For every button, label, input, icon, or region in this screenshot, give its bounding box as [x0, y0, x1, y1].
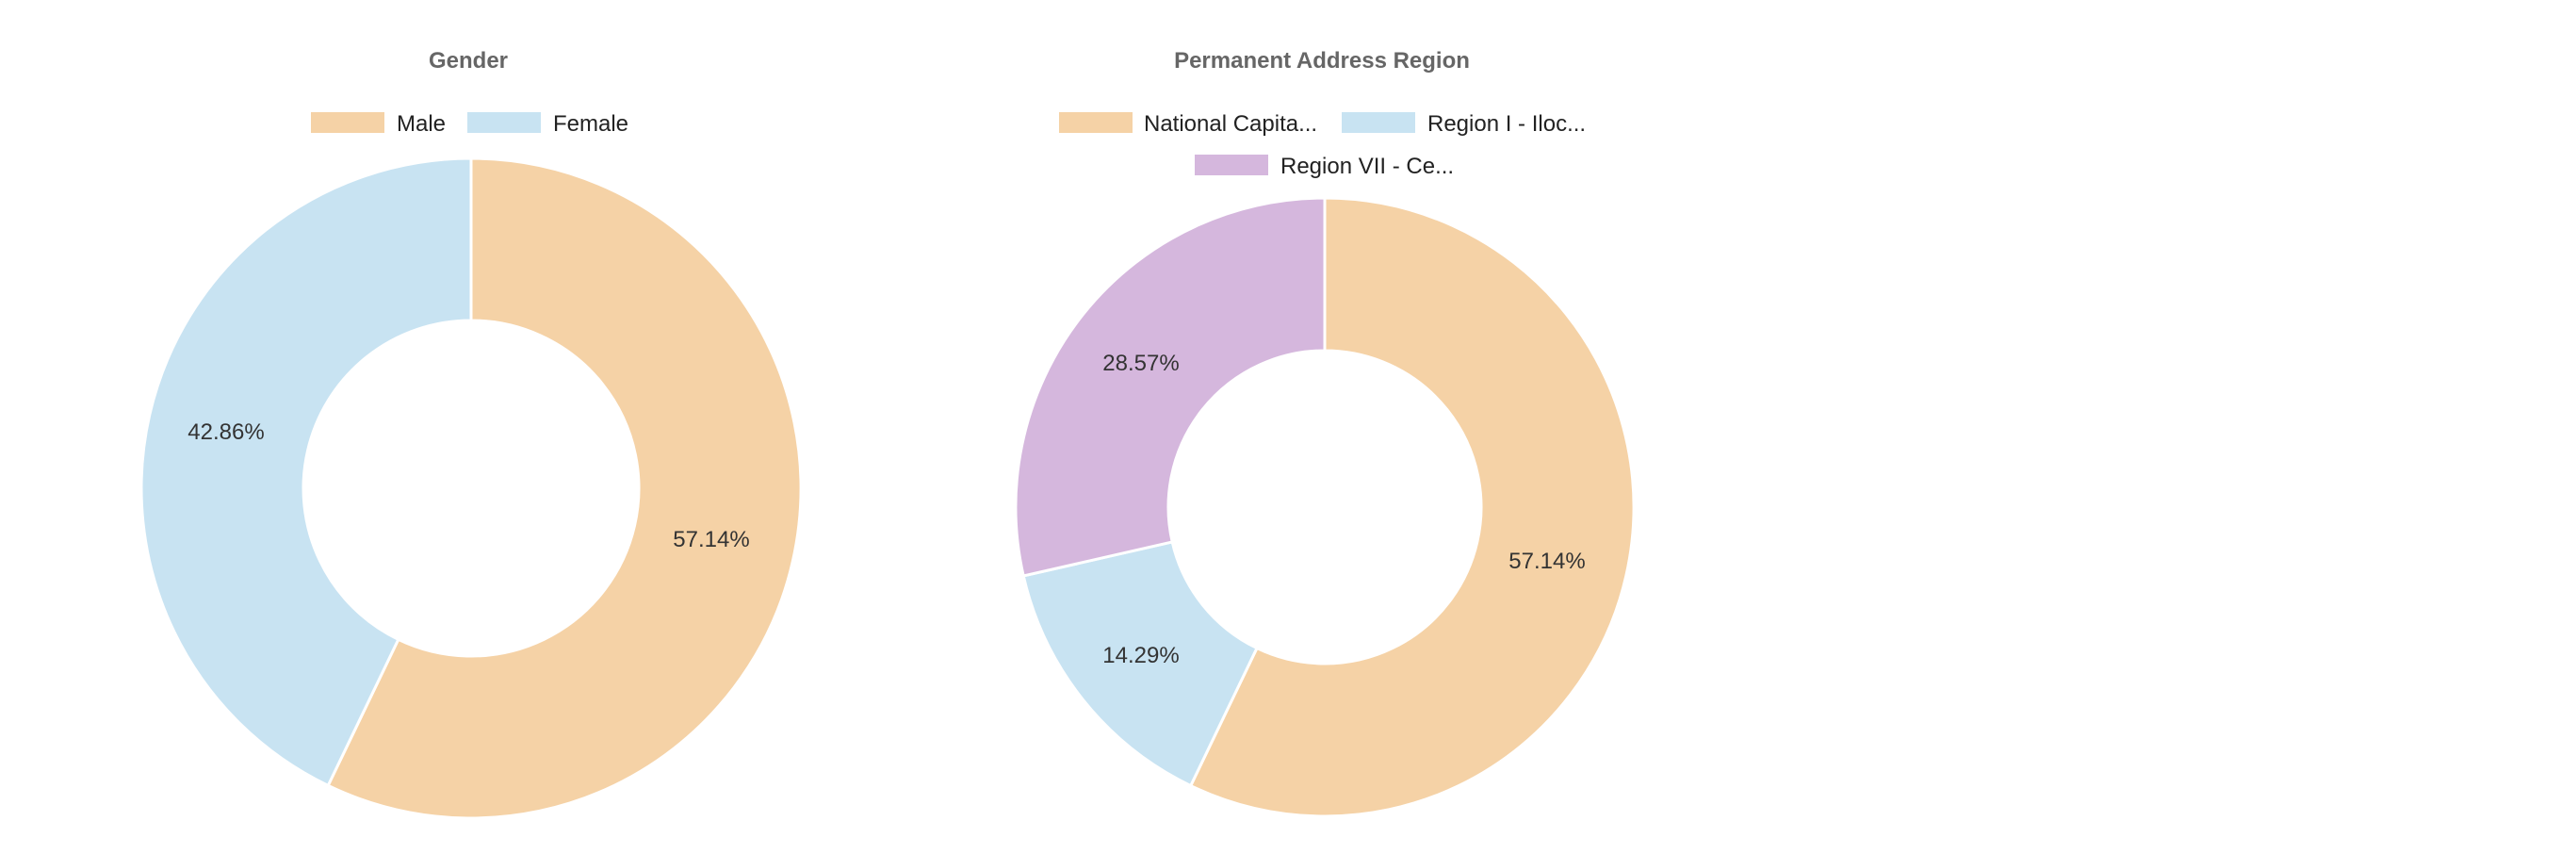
- slice-national-capita[interactable]: [1188, 196, 1636, 818]
- slice-region-i-iloc[interactable]: [1021, 540, 1260, 788]
- legend-swatch-region-i: [1342, 112, 1415, 133]
- slice-label-region-i: 14.29%: [1102, 643, 1179, 668]
- legend-swatch-national-capital: [1059, 112, 1133, 133]
- legend-item-region-i[interactable]: Region I - Iloc...: [1342, 111, 1586, 137]
- legend-swatch-male: [311, 112, 384, 133]
- gender-chart: Gender Male Female 57.14% 42.86%: [139, 48, 803, 820]
- region-chart-title: Permanent Address Region: [1174, 48, 1470, 74]
- legend-label-region-i: Region I - Iloc...: [1427, 111, 1586, 137]
- slice-label-national-capital: 57.14%: [1508, 549, 1585, 574]
- legend-label-region-vii: Region VII - Ce...: [1280, 154, 1454, 179]
- gender-chart-title: Gender: [429, 48, 508, 74]
- legend-label-national-capital: National Capita...: [1144, 111, 1317, 137]
- slice-label-male: 57.14%: [673, 527, 749, 552]
- region-slices: [1014, 196, 1636, 818]
- legend-item-national-capital[interactable]: National Capita...: [1059, 111, 1317, 137]
- legend-item-region-vii[interactable]: Region VII - Ce...: [1195, 154, 1454, 179]
- slice-label-female: 42.86%: [187, 419, 264, 445]
- legend-item-female[interactable]: Female: [467, 111, 628, 137]
- region-legend: National Capita... Region I - Iloc... Re…: [1059, 111, 1586, 179]
- legend-label-male: Male: [397, 111, 446, 137]
- slice-label-region-vii: 28.57%: [1102, 351, 1179, 376]
- slice-female[interactable]: [139, 156, 473, 788]
- legend-item-male[interactable]: Male: [311, 111, 446, 137]
- region-chart: Permanent Address Region National Capita…: [1014, 48, 1636, 818]
- gender-legend: Male Female: [311, 111, 628, 137]
- legend-swatch-region-vii: [1195, 155, 1268, 175]
- legend-label-female: Female: [553, 111, 628, 137]
- slice-region-vii-ce[interactable]: [1014, 196, 1327, 578]
- gender-slices: [139, 156, 803, 820]
- legend-swatch-female: [467, 112, 541, 133]
- slice-male[interactable]: [326, 156, 803, 820]
